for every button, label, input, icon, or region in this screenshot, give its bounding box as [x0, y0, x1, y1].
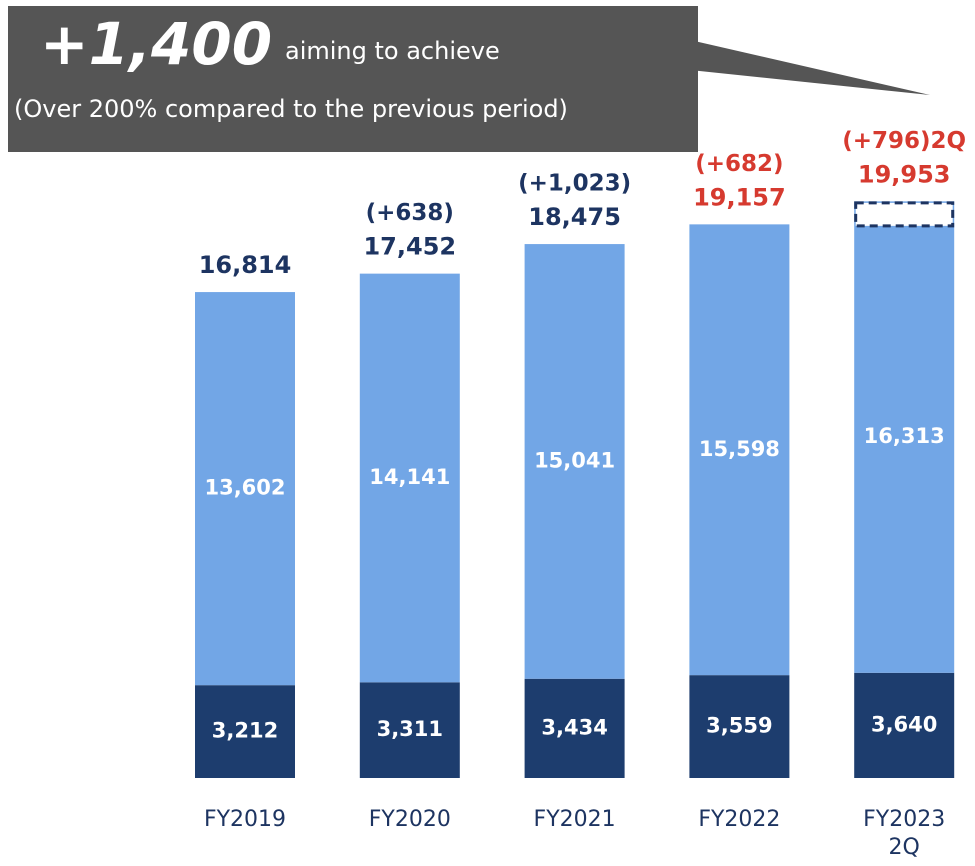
x-tick-label: FY2021	[533, 807, 616, 832]
bar-segment	[195, 685, 295, 778]
increase-label: (+682)	[695, 151, 783, 177]
bar-segment	[524, 678, 625, 778]
segment-label: 3,640	[871, 712, 937, 736]
total-label: 19,157	[693, 183, 786, 211]
segment-label: 15,598	[699, 437, 780, 461]
callout-box	[8, 6, 698, 152]
bar-segment	[854, 201, 955, 673]
bar-segment	[854, 672, 955, 778]
segment-label: 16,313	[864, 424, 945, 448]
bar-segment	[689, 675, 790, 778]
segment-label: 3,311	[377, 717, 443, 741]
callout-pointer	[690, 40, 930, 95]
x-tick-label: FY2020	[368, 807, 451, 832]
increase-label: (+796)2Q	[842, 128, 966, 154]
segment-label: 3,434	[541, 715, 607, 739]
bar-segment	[689, 224, 790, 676]
bar-segment	[359, 273, 460, 683]
callout-note: (Over 200% compared to the previous peri…	[14, 95, 568, 123]
callout-headline: +1,400	[40, 10, 272, 78]
bar-segment	[524, 244, 625, 679]
x-tick-label: FY2022	[698, 807, 781, 832]
bar-segment	[359, 682, 460, 778]
segment-label: 13,602	[204, 476, 285, 500]
segment-label: 15,041	[534, 448, 615, 472]
increase-label: (+1,023)	[518, 171, 631, 197]
segment-label: 14,141	[369, 465, 450, 489]
bar-segment	[195, 292, 295, 686]
total-label: 17,452	[363, 233, 456, 261]
callout-text: aiming to achieve	[285, 37, 500, 65]
segment-label: 3,559	[706, 714, 772, 738]
total-label: 18,475	[528, 203, 621, 231]
x-tick-label: FY2019	[203, 807, 287, 832]
total-label: 19,953	[858, 160, 951, 188]
segment-label: 3,212	[212, 719, 278, 743]
x-tick-label: FY2023 2Q	[863, 807, 946, 860]
total-label: 16,814	[199, 251, 292, 279]
increase-label: (+638)	[366, 200, 454, 226]
target-box	[854, 201, 955, 228]
